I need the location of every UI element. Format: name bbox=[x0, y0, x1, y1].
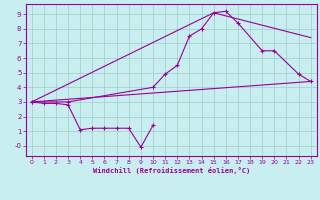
X-axis label: Windchill (Refroidissement éolien,°C): Windchill (Refroidissement éolien,°C) bbox=[92, 167, 250, 174]
